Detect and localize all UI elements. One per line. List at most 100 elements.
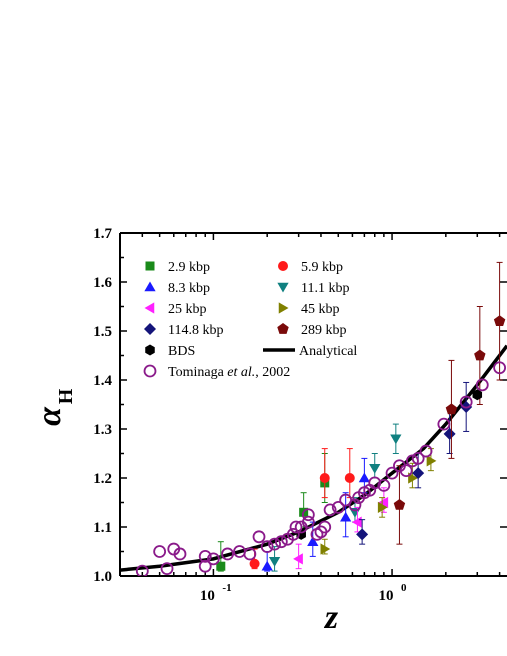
series-9 [135,361,507,576]
data-point [198,550,212,563]
data-point [318,520,332,534]
data-point [344,473,355,483]
data-point [260,540,274,553]
legend-label: 2.9 kbp [168,260,210,275]
series-2 [261,457,371,572]
data-point [443,427,456,440]
series-7 [393,261,506,545]
data-point [393,498,406,510]
data-point [445,403,458,415]
series-4 [293,487,389,570]
data-point [243,547,257,561]
data-point [426,455,437,467]
x-tick-exponent: -1 [222,582,231,594]
data-point [406,454,419,468]
data-point [437,417,451,431]
data-point [252,530,266,544]
legend-label: 114.8 kbp [168,323,223,338]
data-point [474,349,486,361]
data-point [356,528,369,541]
legend-label: BDS [168,344,195,359]
y-tick-label: 1.6 [93,275,112,291]
data-point [390,434,402,445]
data-point [153,545,167,558]
legend-marker [144,302,155,314]
y-axis-title-subscript: H [55,388,77,404]
data-point [289,520,303,534]
data-point [399,464,413,478]
data-point [301,515,315,529]
data-point [173,547,187,561]
data-point [493,361,507,375]
data-point [249,558,260,569]
data-point [472,389,483,401]
legend-marker [144,281,156,292]
legend-marker [277,282,289,293]
data-point [221,547,234,561]
legend-marker [277,323,289,334]
legend-label: 5.9 kbp [301,260,343,275]
data-point [493,315,506,327]
data-point [307,536,319,546]
legend-label: 25 kbp [168,302,207,317]
y-tick-label: 1.1 [93,520,112,536]
legend-marker [143,364,157,378]
legend-marker [145,344,155,356]
data-point [274,535,288,549]
data-point [385,466,399,480]
data-point [369,463,381,474]
y-tick-label: 1.5 [93,324,112,340]
data-point [323,503,337,517]
legend-label: 45 kbp [301,302,340,317]
legend-label: 289 kbp [301,323,347,338]
data-point [459,395,473,409]
legend-label: 8.3 kbp [168,281,210,296]
data-point [475,378,489,392]
legend-label: Tominaga et al., 2002 [168,365,290,380]
legend-marker [144,323,156,335]
data-point [319,473,330,483]
legend-marker [278,261,288,271]
data-point [340,511,352,522]
series-1 [249,448,355,570]
legend: 2.9 kbp 5.9 kbp 8.3 kbp 11.1 kbp 25 kbp 45 kb… [143,260,357,380]
data-point [320,543,331,555]
y-tick-label: 1.0 [93,569,112,585]
y-tick-label: 1.2 [93,471,112,487]
data-point [198,559,212,573]
data-point [160,562,174,576]
data-point [331,500,345,514]
data-point [268,537,281,551]
data-point [301,508,315,522]
data-point [348,498,362,512]
data-point [293,553,303,565]
data-point [419,444,433,458]
data-point [351,516,362,528]
y-axis-title: α [31,406,68,426]
data-point [216,561,226,571]
data-point [207,552,220,566]
x-tick-label: 10 [379,588,394,604]
data-point [378,496,389,509]
data-point [412,467,425,480]
x-tick-label: 10 [200,588,215,604]
x-axis-title: z [324,599,339,636]
x-tick-exponent: 0 [401,582,407,594]
data-point [286,527,300,541]
data-point [135,564,149,576]
data-point [377,478,391,492]
data-point [411,451,425,465]
data-point [268,557,281,567]
legend-label: Analytical [299,344,357,359]
legend-marker [278,302,289,314]
legend-marker [145,261,155,271]
y-tick-label: 1.3 [93,422,112,438]
data-point [261,560,273,571]
data-point [358,472,371,483]
y-tick-label: 1.4 [93,373,112,389]
legend-label: 11.1 kbp [301,281,349,296]
y-tick-label: 1.7 [93,226,112,242]
data-point [368,476,382,490]
data-point [377,501,388,514]
